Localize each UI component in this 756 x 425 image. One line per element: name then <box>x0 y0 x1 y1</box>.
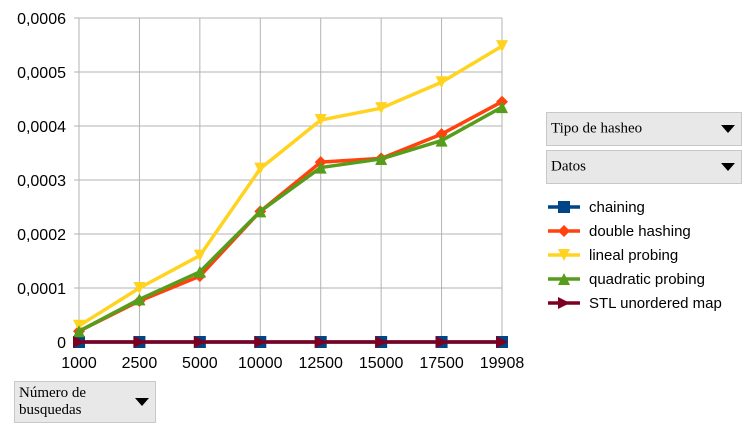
data-point <box>496 336 508 348</box>
x-tick-label: 17500 <box>419 355 464 372</box>
y-tick-label: 0,0006 <box>17 11 66 28</box>
chevron-down-icon <box>721 125 735 133</box>
x-axis-ticks: 1000 2500 5000 10000 12500 15000 17500 19908 <box>61 355 524 372</box>
data-point <box>375 102 388 115</box>
data-point <box>435 134 448 147</box>
series-line <box>78 44 503 328</box>
data-point <box>133 282 146 294</box>
legend-label: STL unordered map <box>589 295 722 312</box>
data-point <box>314 161 327 174</box>
data-point <box>496 101 508 114</box>
tipo-de-hasheo-label: Tipo de hasheo <box>551 120 643 137</box>
tipo-de-hasheo-dropdown[interactable]: Tipo de hasheo <box>546 112 742 146</box>
legend: chaining double hashing lineal probing quad… <box>548 199 722 312</box>
numero-de-busquedas-dropdown[interactable]: Número de busquedas <box>14 381 156 423</box>
series-lineal-probing <box>73 40 508 332</box>
x-tick-label: 12500 <box>298 355 343 372</box>
chevron-down-icon <box>721 163 735 171</box>
data-point <box>435 336 448 348</box>
datos-dropdown[interactable]: Datos <box>546 150 742 184</box>
data-point <box>193 336 206 348</box>
series-quadratic-probing <box>73 101 508 338</box>
legend-item: lineal probing <box>548 247 678 264</box>
data-point <box>133 336 146 348</box>
data-point <box>558 201 570 213</box>
data-point <box>193 265 206 278</box>
x-tick-label: 5000 <box>182 355 218 372</box>
data-point <box>496 40 508 53</box>
legend-label: quadratic probing <box>589 271 705 288</box>
series-lines <box>73 40 508 348</box>
data-point <box>73 336 85 348</box>
grid <box>74 17 503 347</box>
series-line <box>78 105 503 333</box>
data-point <box>73 325 85 338</box>
y-axis-ticks: 0 0,0001 0,0002 0,0003 0,0004 0,0005 0,0006 <box>17 11 66 352</box>
y-tick-label: 0 <box>57 335 66 352</box>
legend-item: double hashing <box>548 223 691 240</box>
legend-label: lineal probing <box>589 247 678 264</box>
x-tick-label: 10000 <box>238 355 283 372</box>
data-point <box>558 273 570 285</box>
legend-item: STL unordered map <box>548 295 722 312</box>
legend-item: quadratic probing <box>548 271 705 288</box>
chevron-down-icon <box>135 398 149 406</box>
data-point <box>254 336 267 348</box>
legend-label: chaining <box>589 199 645 216</box>
series-line <box>78 100 503 333</box>
series-stl-unordered-map <box>73 336 508 348</box>
data-point <box>558 225 570 237</box>
legend-item: chaining <box>548 199 645 216</box>
data-point <box>435 76 448 89</box>
data-point <box>558 297 570 309</box>
x-tick-label: 2500 <box>122 355 158 372</box>
x-tick-label: 1000 <box>61 355 97 372</box>
data-point <box>314 336 327 348</box>
x-tick-label: 15000 <box>359 355 404 372</box>
x-tick-label: 19908 <box>480 355 525 372</box>
y-tick-label: 0,0005 <box>17 65 66 82</box>
y-tick-label: 0,0003 <box>17 173 66 190</box>
data-point <box>254 205 267 218</box>
data-point <box>314 114 327 127</box>
legend-label: double hashing <box>589 223 691 240</box>
numero-de-busquedas-label: Número de busquedas <box>19 385 87 418</box>
data-point <box>193 249 206 262</box>
data-point <box>133 293 146 306</box>
datos-label: Datos <box>551 158 586 175</box>
data-point <box>375 336 388 348</box>
y-tick-label: 0,0002 <box>17 227 66 244</box>
data-point <box>254 162 267 175</box>
y-tick-label: 0,0001 <box>17 281 66 298</box>
data-point <box>558 249 570 261</box>
y-tick-label: 0,0004 <box>17 119 66 136</box>
data-point <box>375 152 388 165</box>
